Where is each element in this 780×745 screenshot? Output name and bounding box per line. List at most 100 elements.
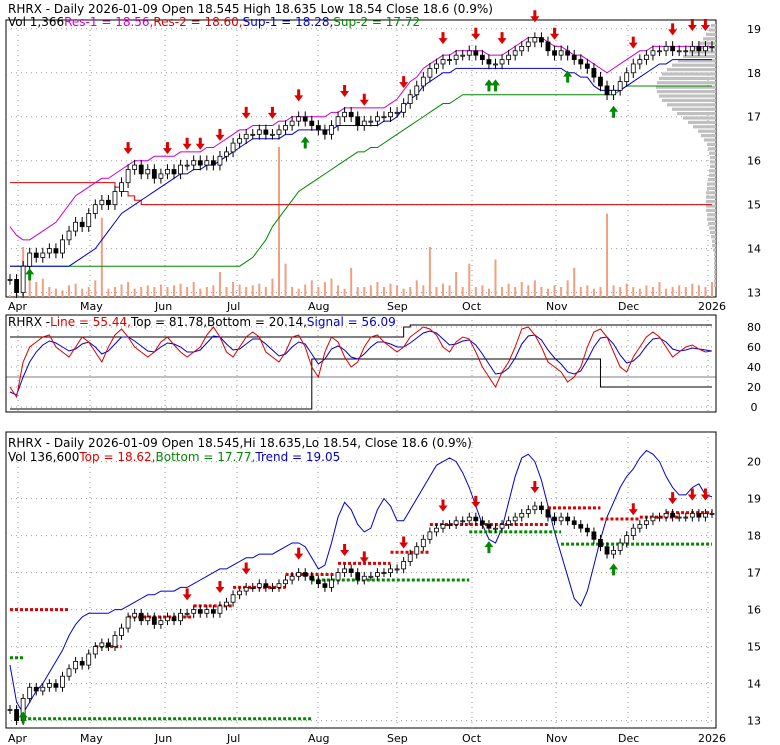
candle [401,103,407,113]
candle [703,513,708,518]
sell-arrow [530,481,540,494]
volume-profile-bar [714,274,716,278]
candle [466,516,472,522]
volume-bar [363,287,366,297]
candle [552,516,557,522]
candle [342,111,347,118]
volume-bar [638,288,641,297]
candle [368,575,374,578]
candle [506,54,512,60]
sell-arrow [267,106,277,119]
candle [407,94,413,104]
volume-bar [113,287,116,297]
candle [355,116,361,126]
candle [598,538,603,548]
volume-bar [317,287,320,297]
volume-bar [553,285,556,297]
signal-line [9,330,713,396]
x-tick-label: Jul [226,300,240,313]
candle [381,116,387,119]
volume-bar [376,282,379,297]
y-tick-label: 14 [747,243,761,256]
volume-bar [238,284,241,297]
sell-arrow [700,18,710,31]
candle [479,520,485,525]
sell-arrow [195,137,205,150]
volume-bar [310,280,313,297]
volume-bar [61,290,64,297]
candle [401,561,407,570]
sell-arrow [530,10,540,23]
volume-bar [527,285,530,297]
candle [584,527,590,533]
candle [158,620,164,625]
oscillator-header: Bottom = 20.14, [207,315,307,329]
candle [119,182,124,192]
candle [650,516,656,522]
candle [171,616,177,622]
candle [460,54,466,57]
volume-bar [146,285,149,297]
candle [440,524,446,529]
volume-bar [435,287,438,297]
candle [237,590,243,596]
candle [178,612,183,622]
volume-profile-bar [659,94,716,98]
candle [532,37,538,43]
trend-header-line-2: Trend = 19.05 [254,450,340,464]
candle [388,568,393,574]
candle [348,111,354,118]
volume-bar [711,282,713,297]
header-line-2: Res-2 = 18.60, [153,15,242,29]
candle [184,164,190,167]
candle [276,129,282,135]
candle [217,155,223,166]
volume-profile-bar [706,32,716,36]
volume-bar [468,263,471,297]
y-tick-label: 20 [747,456,761,469]
trend-header-line-2: Top = 18.62, [78,450,155,464]
volume-bar [192,282,195,297]
sell-arrow [399,76,409,89]
volume-bar [41,278,44,297]
candle [440,59,446,65]
candle [191,160,197,166]
candle [138,164,144,175]
volume-bar [507,283,510,297]
candle [92,204,98,214]
volume-bar [74,283,77,297]
candle [106,199,111,206]
candle [296,116,302,122]
candle [243,587,249,592]
y-tick-label: 0 [751,401,758,414]
volume-bar [415,280,418,297]
candle [132,612,138,618]
volume-profile-bar [704,138,716,142]
buy-arrow [563,70,573,83]
candle [348,568,354,574]
candle [276,583,282,588]
volume-profile-bar [662,72,716,76]
candle [322,583,328,588]
candle [40,252,46,258]
candle [683,50,689,53]
candle [493,63,498,66]
candle [329,579,334,588]
candle [158,173,164,179]
volume-profile-bar [710,230,716,234]
header-line-2: Sup-2 = 17.72 [333,15,420,29]
candle [447,59,452,61]
candle [53,248,59,254]
sell-arrow [471,495,481,508]
candle [512,50,518,56]
candle [224,601,229,607]
y-tick-label: 60 [747,341,761,354]
sell-arrow [438,499,448,512]
volume-profile-bar [711,235,716,239]
candle [329,125,334,135]
volume-bar [291,287,294,297]
candle [611,89,616,96]
candle [145,616,151,622]
sell-arrow [241,562,251,575]
candle [243,133,249,140]
